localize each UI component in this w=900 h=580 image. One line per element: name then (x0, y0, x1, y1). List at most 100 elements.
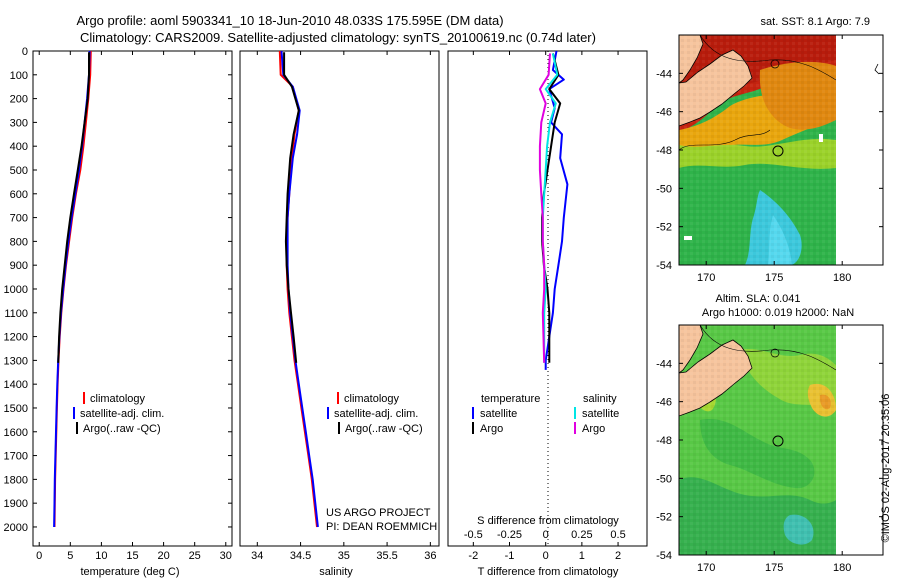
diff-line-s-argo (538, 53, 551, 363)
s-diff-tick-label: 0.25 (571, 529, 592, 541)
x-tick-label: 30 (220, 550, 232, 562)
x-tick-label: 34 (251, 550, 263, 562)
depth-tick-label: 1700 (4, 451, 28, 463)
lon-tick-label: 175 (765, 272, 783, 284)
depth-tick-label: 100 (10, 70, 28, 82)
x-tick-label: 20 (157, 550, 169, 562)
x-tick-label: 1 (579, 550, 585, 562)
depth-tick-label: 1900 (4, 498, 28, 510)
lat-tick-label: -44 (656, 358, 672, 370)
s-diff-tick-label: 0.5 (610, 529, 625, 541)
sst-field (679, 35, 836, 265)
sst-map-title: sat. SST: 8.1 Argo: 7.9 (761, 16, 870, 28)
s-diff-tick-label: -0.5 (464, 529, 483, 541)
lat-tick-label: -54 (656, 260, 672, 272)
lat-tick-label: -50 (656, 473, 672, 485)
legend-label-satellite: satellite-adj. clim. (334, 408, 418, 420)
lon-tick-label: 175 (765, 562, 783, 574)
temperature-xlabel: temperature (deg C) (80, 566, 179, 578)
legend-label-climatology: climatology (90, 393, 146, 405)
depth-tick-label: 1100 (4, 308, 28, 320)
sst-map-y-ticks: -44 -46 -48 -50 -52 -54 (656, 68, 883, 272)
x-tick-label: 34.5 (290, 550, 311, 562)
depth-tick-label: 1200 (4, 332, 28, 344)
figure-title-line1: Argo profile: aoml 5903341_10 18-Jun-201… (76, 13, 503, 28)
lat-tick-label: -50 (656, 183, 672, 195)
legend-label-s-argo: Argo (582, 423, 605, 435)
temperature-axes-box (32, 50, 233, 547)
x-tick-label: 35 (338, 550, 350, 562)
x-tick-label: 10 (95, 550, 107, 562)
s-difference-label: S difference from climatology (477, 515, 619, 527)
difference-x-ticks: -2 -1 0 1 2 (468, 51, 621, 562)
profile-line-argo (283, 52, 300, 363)
lon-tick-label: 180 (833, 272, 851, 284)
s-diff-tick-label: -0.25 (497, 529, 522, 541)
x-tick-label: 25 (189, 550, 201, 562)
profile-line-argo (57, 52, 90, 363)
difference-legend: temperature salinity satellite Argo sate… (472, 393, 619, 435)
x-tick-label: 0 (36, 550, 42, 562)
x-tick-label: 15 (126, 550, 138, 562)
lat-tick-label: -52 (656, 512, 672, 524)
legend-header-temperature: temperature (481, 393, 540, 405)
depth-tick-label: 700 (10, 213, 28, 225)
salinity-diff-tick-labels: -0.5 -0.25 0 0.25 0.5 (464, 529, 626, 541)
lon-tick-label: 170 (697, 562, 715, 574)
sst-map-panel: sat. SST: 8.1 Argo: 7.9 -44-46-48-50-52-… (656, 16, 884, 284)
salinity-axes-box (239, 50, 440, 547)
salinity-lines (278, 50, 319, 528)
x-tick-label: 36 (424, 550, 436, 562)
sla-map-panel: Altim. SLA: 0.041 Argo h1000: 0.019 h200… (656, 293, 884, 574)
temperature-legend: climatology satellite-adj. clim. Argo(..… (73, 392, 164, 435)
depth-tick-label: 600 (10, 189, 28, 201)
depth-tick-label: 500 (10, 165, 28, 177)
lat-tick-label: -46 (656, 107, 672, 119)
depth-tick-label: 1500 (4, 403, 28, 415)
float-position-marker (772, 435, 784, 447)
depth-tick-label: 1000 (4, 284, 28, 296)
temperature-panel: 0100200300400500600700800900100011001200… (4, 46, 647, 578)
salinity-panel: 34 34.5 35 35.5 36 salinity climatology sate… (239, 50, 440, 578)
depth-tick-label: 200 (10, 94, 28, 106)
depth-tick-label: 1400 (4, 379, 28, 391)
depth-tick-label: 2000 (4, 522, 28, 534)
x-tick-label: 0 (543, 550, 549, 562)
x-tick-label: -2 (468, 550, 478, 562)
depth-tick-label: 800 (10, 236, 28, 248)
project-line1: US ARGO PROJECT (326, 507, 431, 519)
imos-credit: ©IMOS 02-Aug-2017 20:35:06 (880, 394, 892, 543)
legend-label-argo: Argo(..raw -QC) (83, 423, 161, 435)
x-tick-label: 5 (67, 550, 73, 562)
sla-map-y-ticks: -44 -46 -48 -50 -52 -54 (656, 358, 883, 562)
lon-tick-label: 170 (697, 272, 715, 284)
difference-lines (538, 50, 569, 370)
depth-tick-label: 0 (22, 46, 28, 58)
depth-tick-label: 1800 (4, 474, 28, 486)
x-tick-label: 35.5 (376, 550, 397, 562)
legend-label-argo: Argo(..raw -QC) (345, 423, 423, 435)
legend-label-satellite: satellite-adj. clim. (80, 408, 164, 420)
depth-tick-label: 900 (10, 260, 28, 272)
sst-map-x-ticks: 170 175 180 (697, 35, 851, 284)
legend-label-t-satellite: satellite (480, 408, 517, 420)
salinity-xlabel: salinity (319, 566, 353, 578)
project-line2: PI: DEAN ROEMMICH (326, 521, 437, 533)
depth-tick-label: 1300 (4, 355, 28, 367)
legend-label-t-argo: Argo (480, 423, 503, 435)
depth-tick-label: 1600 (4, 427, 28, 439)
sla-map-title-line2: Argo h1000: 0.019 h2000: NaN (702, 307, 854, 319)
temperature-lines (53, 50, 92, 528)
lon-tick-label: 180 (833, 562, 851, 574)
temperature-x-ticks: 0 5 10 15 20 25 30 (36, 51, 232, 562)
legend-label-s-satellite: satellite (582, 408, 619, 420)
s-diff-tick-label: 0 (543, 529, 549, 541)
float-position-marker (772, 145, 784, 157)
lat-tick-label: -44 (656, 68, 672, 80)
x-tick-label: 2 (615, 550, 621, 562)
depth-tick-label: 400 (10, 141, 28, 153)
figure-title-line2: Climatology: CARS2009. Satellite-adjuste… (80, 30, 596, 45)
x-tick-label: -1 (505, 550, 515, 562)
t-difference-label: T difference from climatology (478, 566, 619, 578)
